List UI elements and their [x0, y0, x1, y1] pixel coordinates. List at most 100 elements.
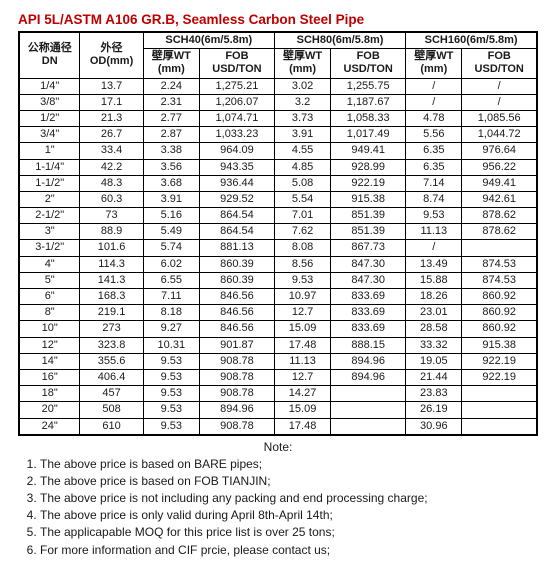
cell-dn: 8" [19, 305, 80, 321]
cell-fob40: 1,275.21 [199, 78, 274, 94]
cell-od: 13.7 [80, 78, 143, 94]
cell-fob40: 908.78 [199, 369, 274, 385]
cell-od: 168.3 [80, 289, 143, 305]
cell-dn: 3/4" [19, 127, 80, 143]
cell-fob160: 874.53 [462, 256, 537, 272]
cell-fob40: 1,033.23 [199, 127, 274, 143]
cell-dn: 3-1/2" [19, 240, 80, 256]
cell-dn: 3/8" [19, 94, 80, 110]
cell-fob40: 864.54 [199, 224, 274, 240]
cell-wt80: 11.13 [274, 353, 330, 369]
cell-od: 73 [80, 208, 143, 224]
table-row: 3/8"17.12.311,206.073.21,187.67// [19, 94, 537, 110]
table-row: 1/4"13.72.241,275.213.021,255.75// [19, 78, 537, 94]
table-row: 1"33.43.38964.094.55949.416.35976.64 [19, 143, 537, 159]
cell-wt80: 5.54 [274, 191, 330, 207]
cell-wt40: 5.74 [143, 240, 199, 256]
cell-od: 457 [80, 386, 143, 402]
table-row: 24"6109.53908.7817.4830.96 [19, 418, 537, 435]
cell-od: 219.1 [80, 305, 143, 321]
cell-dn: 18" [19, 386, 80, 402]
cell-fob160: 949.41 [462, 175, 537, 191]
cell-fob160: 956.22 [462, 159, 537, 175]
table-row: 14"355.69.53908.7811.13894.9619.05922.19 [19, 353, 537, 369]
cell-fob40: 860.39 [199, 256, 274, 272]
table-row: 6"168.37.11846.5610.97833.6918.26860.92 [19, 289, 537, 305]
cell-wt160: 21.44 [406, 369, 462, 385]
cell-fob160: 878.62 [462, 224, 537, 240]
cell-wt80: 7.62 [274, 224, 330, 240]
cell-wt80: 14.27 [274, 386, 330, 402]
cell-dn: 12" [19, 337, 80, 353]
note-item: The above price is based on BARE pipes; [40, 456, 538, 472]
cell-wt160: 18.26 [406, 289, 462, 305]
cell-fob80: 1,017.49 [331, 127, 406, 143]
cell-fob80 [331, 418, 406, 435]
cell-fob80 [331, 402, 406, 418]
note-item: The above price is only valid during Apr… [40, 507, 538, 523]
cell-fob160: / [462, 94, 537, 110]
cell-wt80: 3.02 [274, 78, 330, 94]
cell-fob40: 894.96 [199, 402, 274, 418]
cell-fob80 [331, 386, 406, 402]
cell-wt160: 7.14 [406, 175, 462, 191]
cell-wt40: 9.27 [143, 321, 199, 337]
cell-wt160: / [406, 94, 462, 110]
cell-fob80: 1,255.75 [331, 78, 406, 94]
cell-dn: 2-1/2" [19, 208, 80, 224]
table-row: 12"323.810.31901.8717.48888.1533.32915.3… [19, 337, 537, 353]
cell-fob80: 949.41 [331, 143, 406, 159]
cell-wt160: 26.19 [406, 402, 462, 418]
cell-wt160: 19.05 [406, 353, 462, 369]
cell-fob160: 874.53 [462, 272, 537, 288]
cell-dn: 20" [19, 402, 80, 418]
cell-fob160: 860.92 [462, 321, 537, 337]
table-row: 4"114.36.02860.398.56847.3013.49874.53 [19, 256, 537, 272]
cell-od: 508 [80, 402, 143, 418]
cell-od: 17.1 [80, 94, 143, 110]
cell-wt160: 28.58 [406, 321, 462, 337]
cell-wt160: 5.56 [406, 127, 462, 143]
table-row: 8"219.18.18846.5612.7833.6923.01860.92 [19, 305, 537, 321]
table-row: 2-1/2"735.16864.547.01851.399.53878.62 [19, 208, 537, 224]
cell-dn: 14" [19, 353, 80, 369]
table-row: 3"88.95.49864.547.62851.3911.13878.62 [19, 224, 537, 240]
cell-wt160: 4.78 [406, 110, 462, 126]
cell-fob160: 922.19 [462, 369, 537, 385]
cell-wt80: 15.09 [274, 321, 330, 337]
cell-fob160: 915.38 [462, 337, 537, 353]
cell-wt40: 6.55 [143, 272, 199, 288]
cell-fob80: 922.19 [331, 175, 406, 191]
cell-fob40: 929.52 [199, 191, 274, 207]
cell-fob80: 867.73 [331, 240, 406, 256]
cell-fob40: 1,206.07 [199, 94, 274, 110]
cell-fob160 [462, 418, 537, 435]
page-title: API 5L/ASTM A106 GR.B, Seamless Carbon S… [18, 12, 538, 27]
cell-fob40: 846.56 [199, 305, 274, 321]
note-item: For more information and CIF prcie, plea… [40, 542, 538, 558]
cell-wt40: 9.53 [143, 418, 199, 435]
cell-od: 21.3 [80, 110, 143, 126]
cell-wt40: 6.02 [143, 256, 199, 272]
cell-fob40: 908.78 [199, 418, 274, 435]
cell-wt160: 23.83 [406, 386, 462, 402]
note-item: The above price is not including any pac… [40, 490, 538, 506]
cell-fob80: 894.96 [331, 369, 406, 385]
cell-fob40: 964.09 [199, 143, 274, 159]
cell-wt160: 9.53 [406, 208, 462, 224]
cell-wt80: 15.09 [274, 402, 330, 418]
cell-fob80: 851.39 [331, 224, 406, 240]
header-od: 外径OD(mm) [80, 32, 143, 78]
cell-dn: 10" [19, 321, 80, 337]
cell-wt40: 8.18 [143, 305, 199, 321]
cell-wt40: 3.68 [143, 175, 199, 191]
header-wt: 壁厚WT(mm) [274, 49, 330, 78]
cell-fob80: 847.30 [331, 256, 406, 272]
cell-fob160: 1,044.72 [462, 127, 537, 143]
cell-od: 88.9 [80, 224, 143, 240]
cell-fob80: 928.99 [331, 159, 406, 175]
cell-fob80: 888.15 [331, 337, 406, 353]
cell-wt160: / [406, 240, 462, 256]
cell-wt80: 17.48 [274, 418, 330, 435]
cell-wt80: 8.08 [274, 240, 330, 256]
